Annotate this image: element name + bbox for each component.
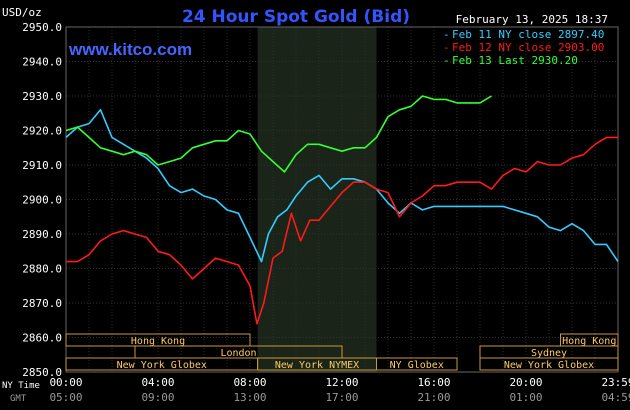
session-label: Hong Kong bbox=[562, 336, 616, 347]
gmt-tick-label: 01:00 bbox=[509, 391, 542, 404]
session-label: New York Globex bbox=[117, 360, 207, 371]
legend-marker-2: - bbox=[443, 41, 450, 54]
session-label: New York NYMEX bbox=[275, 360, 359, 371]
gmt-tick-label: 09:00 bbox=[141, 391, 174, 404]
y-tick-label: 2850.0 bbox=[22, 366, 62, 379]
legend-entry-1: Feb 11 NY close 2897.40 bbox=[452, 28, 604, 41]
chart-title: 24 Hour Spot Gold (Bid) bbox=[182, 7, 410, 27]
y-tick-label: 2940.0 bbox=[22, 56, 62, 69]
series-line-1 bbox=[65, 109, 619, 263]
legend-marker-1: - bbox=[443, 28, 450, 41]
session-label: NY Globex bbox=[390, 360, 444, 371]
y-tick-label: 2870.0 bbox=[22, 297, 62, 310]
y-tick-label: 2930.0 bbox=[22, 90, 62, 103]
gmt-tick-label: 13:00 bbox=[233, 391, 266, 404]
session-label: London bbox=[220, 348, 256, 359]
series-line-3 bbox=[65, 95, 492, 173]
y-tick-label: 2950.0 bbox=[22, 21, 62, 34]
session-bar bbox=[479, 357, 619, 371]
ny-time-tick-label: 08:00 bbox=[233, 376, 266, 389]
plot-border bbox=[65, 26, 619, 373]
ny-time-tick-label: 16:00 bbox=[417, 376, 450, 389]
gmt-tick-label: 05:00 bbox=[49, 391, 82, 404]
legend-marker-3: - bbox=[443, 54, 450, 67]
timestamp: February 13, 2025 18:37 bbox=[456, 13, 608, 26]
watermark: www.kitco.com bbox=[68, 40, 192, 59]
ny-time-tick-label: 23:59 bbox=[601, 376, 630, 389]
session-bar bbox=[376, 357, 458, 371]
ny-time-axis-label: NY Time bbox=[2, 381, 40, 391]
gmt-tick-label: 04:59 bbox=[601, 391, 630, 404]
unit-label: USD/oz bbox=[2, 6, 42, 19]
legend-entry-3: Feb 13 Last 2930.20 bbox=[452, 54, 578, 67]
ny-time-tick-label: 00:00 bbox=[49, 376, 82, 389]
series-line-2 bbox=[66, 136, 618, 325]
session-shade bbox=[257, 27, 377, 372]
session-label: Hong Kong bbox=[131, 336, 185, 347]
session-label: New York Globex bbox=[504, 360, 594, 371]
ny-time-tick-label: 04:00 bbox=[141, 376, 174, 389]
y-tick-label: 2880.0 bbox=[22, 263, 62, 276]
y-tick-label: 2920.0 bbox=[22, 125, 62, 138]
legend-entry-2: Feb 12 NY close 2903.00 bbox=[452, 41, 604, 54]
ny-time-tick-label: 20:00 bbox=[509, 376, 542, 389]
y-tick-label: 2910.0 bbox=[22, 159, 62, 172]
y-tick-label: 2860.0 bbox=[22, 332, 62, 345]
gmt-tick-label: 21:00 bbox=[417, 391, 450, 404]
gmt-axis-label: GMT bbox=[10, 394, 27, 404]
gmt-tick-label: 17:00 bbox=[325, 391, 358, 404]
y-tick-label: 2900.0 bbox=[22, 194, 62, 207]
y-tick-label: 2890.0 bbox=[22, 228, 62, 241]
session-label: Sydney bbox=[531, 348, 567, 359]
ny-time-tick-label: 12:00 bbox=[325, 376, 358, 389]
